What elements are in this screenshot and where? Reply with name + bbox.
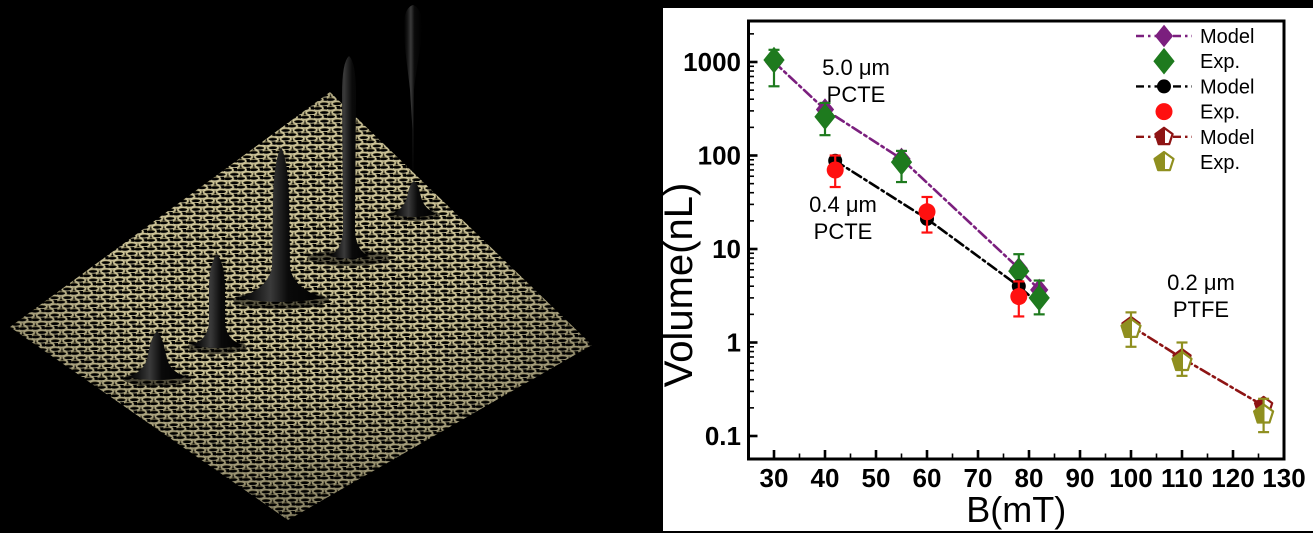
svg-text:1: 1 <box>727 328 741 358</box>
legend-label: Model <box>1200 26 1254 48</box>
svg-text:0.2 μm: 0.2 μm <box>1167 270 1235 295</box>
droplet-2 <box>191 254 243 348</box>
chart-background <box>663 8 1313 531</box>
legend-label: Exp. <box>1200 152 1240 174</box>
series-exp-0.2-m-PTFE <box>1120 311 1275 434</box>
droplet-3 <box>237 147 325 302</box>
svg-text:100: 100 <box>1109 463 1152 493</box>
droplet-5-needle <box>404 5 422 182</box>
legend-label: Exp. <box>1200 102 1240 124</box>
svg-text:100: 100 <box>698 141 741 171</box>
series-exp-0.4-m-PCTE <box>826 154 1028 318</box>
svg-text:0.1: 0.1 <box>705 421 741 451</box>
droplet-5-base <box>391 181 437 217</box>
svg-text:90: 90 <box>1066 463 1095 493</box>
svg-text:40: 40 <box>811 463 840 493</box>
legend-label: Model <box>1200 76 1254 98</box>
svg-text:0.4 μm: 0.4 μm <box>809 192 877 217</box>
svg-text:120: 120 <box>1211 463 1254 493</box>
x-axis: 30 40 50 60 70 80 90 100 110 120 130 B(mT) <box>760 450 1306 530</box>
svg-text:60: 60 <box>913 463 942 493</box>
svg-text:5.0 μm: 5.0 μm <box>822 55 890 80</box>
legend-label: Exp. <box>1200 51 1240 73</box>
svg-text:PCTE: PCTE <box>827 82 886 107</box>
svg-text:1000: 1000 <box>683 47 741 77</box>
svg-text:PCTE: PCTE <box>814 219 873 244</box>
droplet-1-smallest <box>127 331 187 380</box>
legend-label: Model <box>1200 127 1254 149</box>
x-axis-title: B(mT) <box>966 489 1066 530</box>
svg-text:80: 80 <box>1015 463 1044 493</box>
svg-text:50: 50 <box>862 463 891 493</box>
svg-text:130: 130 <box>1262 463 1305 493</box>
svg-text:110: 110 <box>1161 463 1203 493</box>
svg-text:30: 30 <box>760 463 789 493</box>
plot-border <box>747 19 1286 461</box>
svg-text:10: 10 <box>712 234 741 264</box>
liquid-cones <box>127 5 437 380</box>
legend: Model Exp. Model Exp. Model Exp. <box>1136 24 1254 174</box>
membrane-3d-render <box>0 0 656 533</box>
droplet-4-tall <box>329 56 369 259</box>
y-axis-title: Volume(nL) <box>657 183 701 388</box>
svg-text:70: 70 <box>964 463 993 493</box>
y-axis: 1000 100 10 1 0.1 Volume(nL) <box>657 33 758 451</box>
svg-text:PTFE: PTFE <box>1173 297 1229 322</box>
series-exp-5.0-m-PCTE <box>763 46 1050 316</box>
